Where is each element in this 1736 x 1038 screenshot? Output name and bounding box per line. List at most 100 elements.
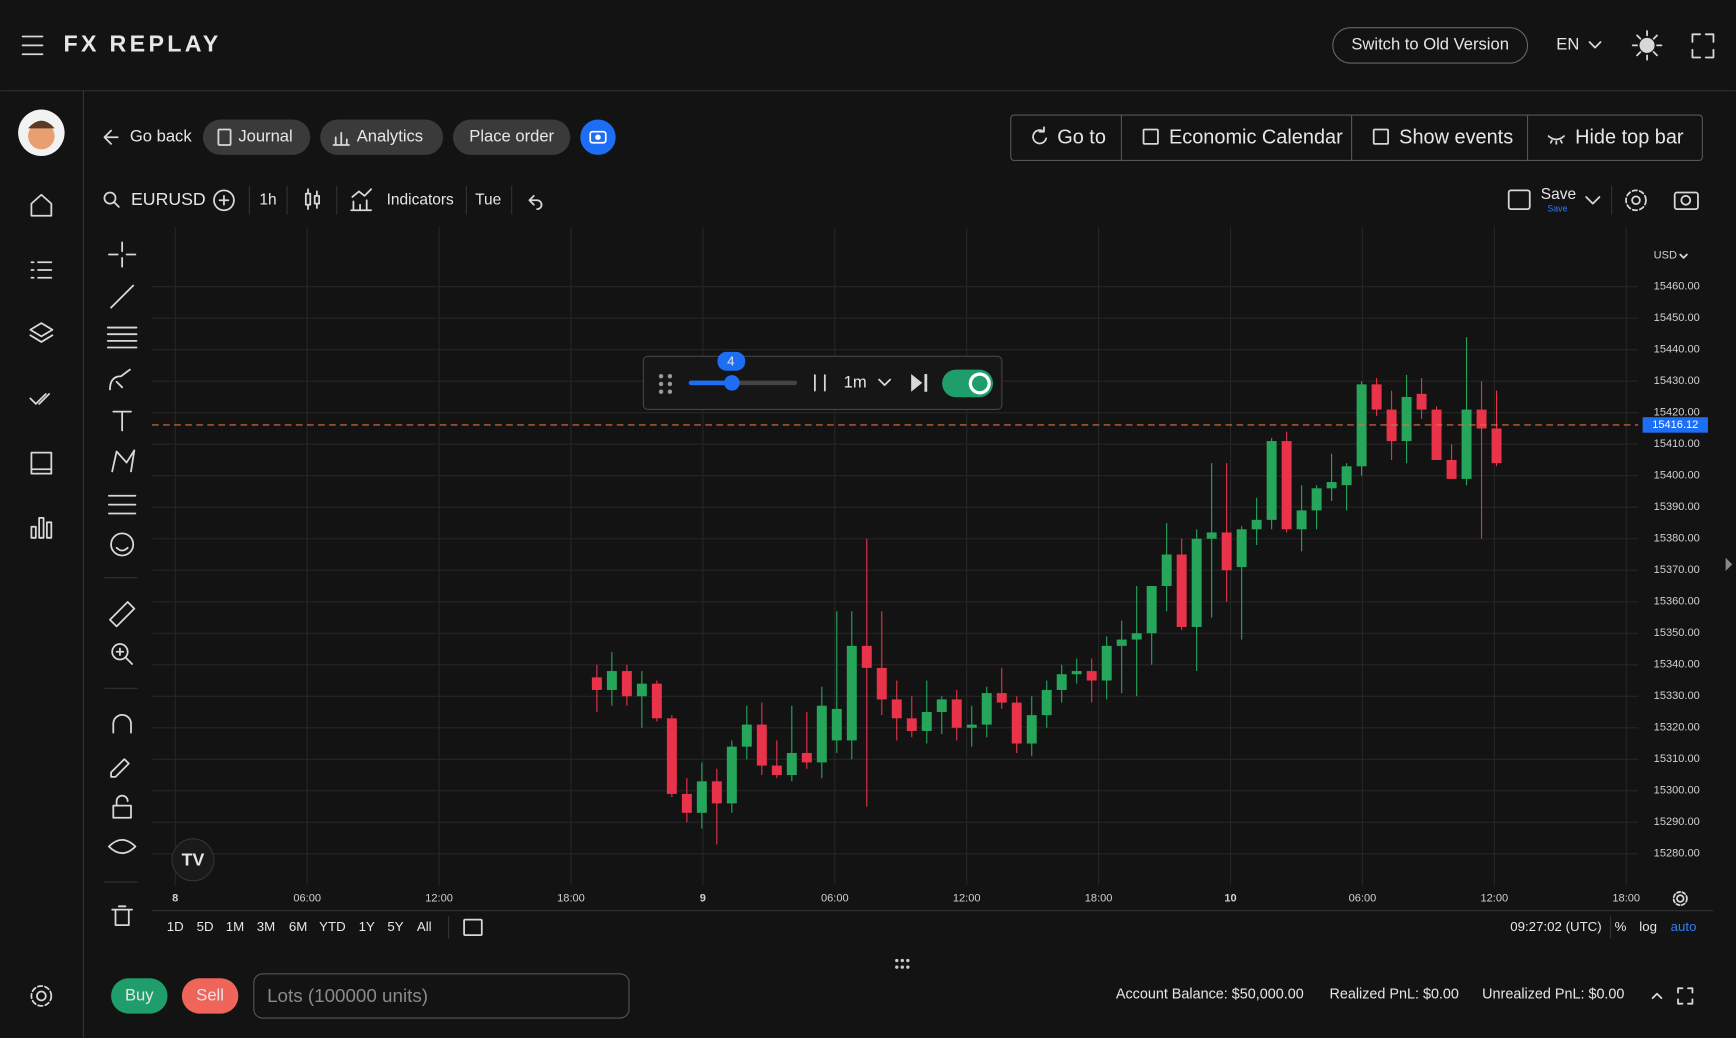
chart-type-icon[interactable] xyxy=(304,188,321,211)
y-tick-label: 15370.00 xyxy=(1654,564,1700,576)
list-icon[interactable] xyxy=(30,261,53,279)
drag-handle[interactable] xyxy=(658,374,673,394)
undo-icon[interactable] xyxy=(528,194,543,211)
axis-settings[interactable] xyxy=(1672,891,1688,907)
theme-icon[interactable] xyxy=(1631,30,1663,61)
forecast-tool[interactable] xyxy=(107,494,137,515)
layers-icon[interactable] xyxy=(29,322,54,343)
ruler-tool[interactable] xyxy=(109,601,136,628)
place-order-button[interactable] xyxy=(453,119,571,155)
range-button[interactable]: 5D xyxy=(197,919,214,934)
range-button[interactable]: 1M xyxy=(226,919,244,934)
show-events[interactable]: Show events xyxy=(1399,127,1513,149)
range-button[interactable]: 3M xyxy=(257,919,275,934)
brush-tool[interactable] xyxy=(109,368,131,391)
clock: 09:27:02 (UTC) xyxy=(1510,919,1601,934)
magnet-tool[interactable] xyxy=(112,713,132,734)
layout-icon[interactable] xyxy=(1507,189,1531,211)
currency[interactable]: USD xyxy=(1654,250,1677,262)
stats-icon[interactable] xyxy=(30,517,53,539)
candle-body xyxy=(936,699,947,713)
interval[interactable]: 1h xyxy=(259,191,276,208)
buy-button[interactable] xyxy=(111,978,168,1014)
collapse-arrow[interactable] xyxy=(1725,557,1733,572)
auto-toggle[interactable]: auto xyxy=(1671,919,1697,934)
lots-input[interactable] xyxy=(253,973,630,1019)
x-tick-label: 9 xyxy=(700,892,706,904)
screenshot-icon[interactable] xyxy=(1673,191,1699,211)
candle-body xyxy=(996,693,1007,703)
delete-tool[interactable] xyxy=(111,905,133,927)
crosshair-tool[interactable] xyxy=(107,241,137,268)
fullscreen-icon[interactable] xyxy=(1691,33,1715,59)
candle-body xyxy=(1176,554,1187,627)
candle-body xyxy=(1026,715,1037,744)
economic-calendar[interactable]: Economic Calendar xyxy=(1169,127,1343,149)
expand-panel[interactable] xyxy=(1651,992,1663,1000)
logo[interactable]: FX REPLAY xyxy=(63,31,221,57)
symbol[interactable]: EURUSD xyxy=(131,189,206,209)
percent-toggle[interactable]: % xyxy=(1615,919,1627,934)
checks-icon[interactable] xyxy=(29,393,50,405)
candle-body xyxy=(1131,633,1142,640)
y-tick-label: 15280.00 xyxy=(1654,848,1700,860)
visibility-tool[interactable] xyxy=(107,839,137,855)
x-tick-label: 10 xyxy=(1224,892,1236,904)
range-button[interactable]: 1D xyxy=(167,919,184,934)
candle-body xyxy=(906,718,917,731)
hide-top-bar[interactable]: Hide top bar xyxy=(1575,127,1684,149)
settings-icon[interactable] xyxy=(30,985,53,1007)
zoom-tool[interactable] xyxy=(111,643,133,665)
home-icon[interactable] xyxy=(30,193,53,217)
text-tool[interactable] xyxy=(112,410,132,432)
chart-settings[interactable] xyxy=(1625,189,1647,212)
add-symbol[interactable] xyxy=(213,189,235,212)
analytics-button[interactable] xyxy=(320,119,444,155)
range-button[interactable]: 6M xyxy=(289,919,307,934)
indicators[interactable]: Indicators xyxy=(387,191,454,208)
step[interactable]: 1m xyxy=(844,372,867,391)
candle-body xyxy=(1251,519,1262,530)
panel-fullscreen[interactable] xyxy=(1677,987,1694,1005)
save[interactable]: Save xyxy=(1541,186,1576,203)
journal-icon[interactable] xyxy=(30,451,53,475)
range-button[interactable]: All xyxy=(417,919,432,934)
indicators-icon[interactable] xyxy=(350,188,373,212)
next-button[interactable] xyxy=(911,374,923,392)
resize-handle[interactable] xyxy=(895,958,910,969)
language[interactable]: EN xyxy=(1556,35,1579,54)
save-menu[interactable] xyxy=(1585,196,1601,205)
tv-logo[interactable] xyxy=(171,838,215,882)
switch-button[interactable] xyxy=(1332,27,1529,64)
x-tick-label: 06:00 xyxy=(821,892,849,904)
go-to[interactable]: Go to xyxy=(1057,127,1106,149)
go-back[interactable]: Go back xyxy=(130,127,192,146)
goto-date-icon[interactable] xyxy=(463,918,483,936)
place-order-label: Place order xyxy=(469,127,554,146)
candle-body xyxy=(666,718,677,794)
journal-button[interactable] xyxy=(202,119,311,155)
pattern-tool[interactable] xyxy=(111,449,136,473)
candle-body xyxy=(1101,645,1112,681)
range-button[interactable]: 1Y xyxy=(359,919,375,934)
y-tick-label: 15330.00 xyxy=(1654,690,1700,702)
log-toggle[interactable]: log xyxy=(1639,919,1657,934)
trend-line-tool[interactable] xyxy=(110,284,135,309)
speed-knob[interactable] xyxy=(724,375,740,391)
range-button[interactable]: YTD xyxy=(319,919,346,934)
search-icon[interactable] xyxy=(103,191,120,208)
back-arrow[interactable] xyxy=(103,129,119,145)
pause-button[interactable] xyxy=(813,374,826,392)
range-button[interactable]: 5Y xyxy=(387,919,403,934)
candle-body xyxy=(636,683,647,697)
y-tick-label: 15400.00 xyxy=(1654,470,1700,482)
candle-body xyxy=(1401,396,1412,442)
emoji-tool[interactable] xyxy=(110,532,135,557)
speed-value: 4 xyxy=(727,353,734,368)
lock-tool[interactable] xyxy=(112,794,132,819)
day[interactable]: Tue xyxy=(475,191,501,208)
sell-button[interactable] xyxy=(181,978,239,1014)
menu-icon[interactable] xyxy=(21,35,44,56)
fib-tool[interactable] xyxy=(106,326,138,349)
lock-draw-tool[interactable] xyxy=(110,758,130,778)
